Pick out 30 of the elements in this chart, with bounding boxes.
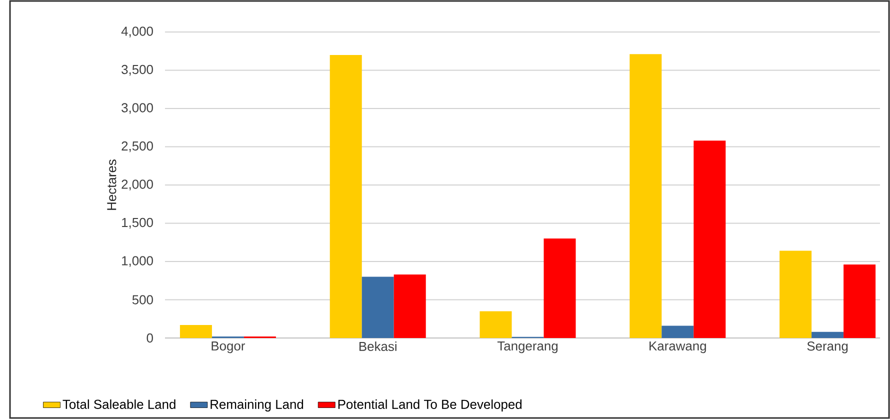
bar — [330, 54, 362, 338]
bar — [630, 54, 662, 338]
legend-label: Potential Land To Be Developed — [338, 399, 522, 412]
y-tick-label: 2,500 — [122, 141, 153, 152]
y-axis-title: Hectares — [107, 160, 116, 210]
legend-label: Total Saleable Land — [62, 399, 176, 409]
y-tick-label: 3,000 — [122, 103, 153, 114]
y-tick-label: 2,000 — [122, 180, 153, 190]
bar — [394, 274, 426, 338]
bar — [844, 264, 876, 338]
y-tick-label: 0 — [146, 333, 153, 343]
x-tick-label: Bekasi — [359, 342, 396, 352]
y-tick-label: 1,000 — [122, 256, 153, 267]
x-tick-label: Serang — [807, 342, 848, 354]
bar — [544, 238, 576, 338]
bar — [812, 332, 844, 338]
y-tick-label: 4,000 — [121, 26, 153, 38]
x-tick-label: Bogor — [212, 342, 246, 354]
bar — [180, 324, 212, 338]
x-tick-label: Karawang — [650, 342, 706, 354]
x-tick-label: Tangerang — [497, 342, 558, 354]
legend-label: Remaining Land — [210, 399, 304, 412]
bar — [362, 276, 394, 338]
bar — [780, 250, 812, 338]
y-tick-label: 500 — [132, 295, 153, 304]
bar — [662, 326, 694, 338]
y-tick-label: 1,500 — [122, 218, 153, 229]
y-tick-label: 3,500 — [122, 64, 153, 76]
bar — [480, 311, 512, 338]
bar — [694, 140, 726, 338]
